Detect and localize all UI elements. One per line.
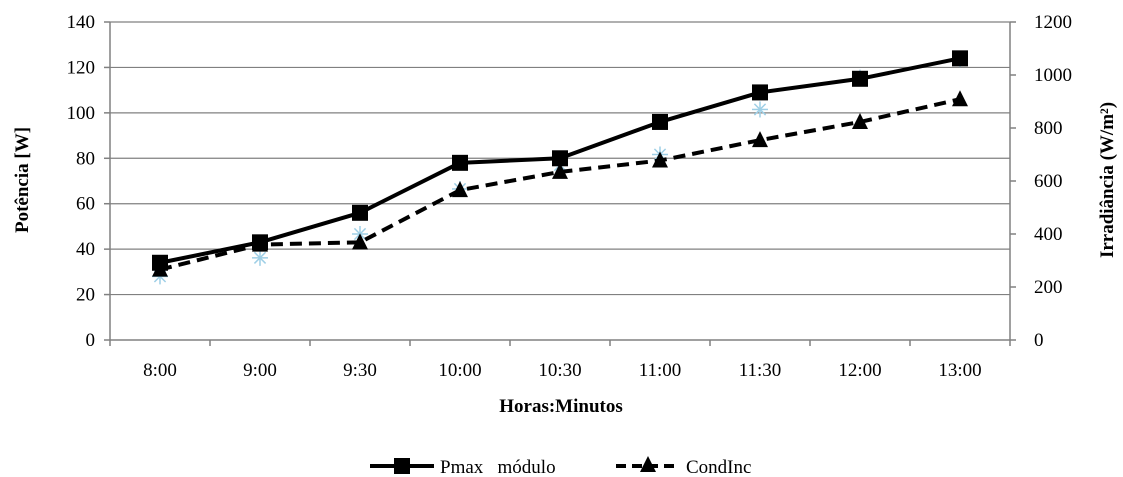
series-line (159, 97, 961, 272)
legend-item-condinc: CondInc (616, 456, 751, 477)
y2-tick-label: 1200 (1034, 12, 1072, 33)
asterisk-stroke (253, 251, 267, 264)
data-point-triangle (552, 162, 568, 179)
x-tick-label: 10:30 (538, 360, 581, 381)
series-1 (152, 90, 968, 277)
legend-swatch-marker-condinc (640, 456, 656, 472)
data-point-square (452, 154, 468, 171)
data-point-asterisk (252, 249, 268, 266)
x-tick-label: 11:00 (639, 360, 682, 381)
data-point-triangle (752, 131, 768, 148)
y-tick-label: 0 (86, 330, 96, 351)
data-point-asterisk (752, 101, 768, 118)
y2-tick-label: 800 (1034, 118, 1063, 139)
x-tick-label: 12:00 (838, 360, 881, 381)
y2-tick-label: 200 (1034, 277, 1063, 298)
data-point-triangle (652, 151, 668, 168)
data-point-square (252, 234, 268, 251)
x-tick-label: 8:00 (143, 360, 177, 381)
x-axis-title: Horas:Minutos (499, 396, 623, 417)
legend-item-pmax: Pmax módulo (370, 457, 556, 477)
y2-tick-label: 600 (1034, 171, 1063, 192)
legend: Pmax módulo CondInc (370, 456, 751, 477)
asterisk-stroke (753, 103, 767, 116)
legend-label-condinc: CondInc (686, 457, 751, 477)
x-tick-label: 13:00 (938, 360, 981, 381)
x-tick-label: 11:30 (739, 360, 782, 381)
x-tick-label: 10:00 (438, 360, 481, 381)
data-point-square (852, 70, 868, 87)
data-point-square (552, 150, 568, 167)
y2-tick-label: 0 (1034, 330, 1044, 351)
y-tick-labels: 0 20 40 60 80 100 120 140 (67, 12, 96, 351)
data-point-square (352, 204, 368, 221)
data-point-square (952, 50, 968, 67)
data-point-triangle (452, 181, 468, 198)
y-tick-label: 100 (67, 103, 96, 124)
series-group (152, 50, 968, 285)
data-point-triangle (352, 233, 368, 250)
y-tick-label: 80 (76, 148, 95, 169)
y2-tick-label: 400 (1034, 224, 1063, 245)
data-point-square (152, 254, 168, 271)
data-point-square (752, 84, 768, 101)
y2-tick-label: 1000 (1034, 65, 1072, 86)
legend-swatch-marker-pmax (394, 458, 410, 474)
y-tick-label: 40 (76, 239, 95, 260)
data-point-triangle (852, 112, 868, 129)
y2-tick-labels: 0 200 400 600 800 1000 1200 (1034, 12, 1072, 351)
data-point-square (652, 113, 668, 130)
y-tick-label: 120 (67, 57, 96, 78)
y-axis-title: Potência [W] (12, 127, 33, 233)
y-tick-label: 20 (76, 285, 95, 306)
x-tick-label: 9:30 (343, 360, 377, 381)
y2-axis-title: Irradiância (W/m²) (1097, 102, 1118, 258)
data-point-triangle (952, 90, 968, 107)
legend-label-pmax: Pmax módulo (440, 457, 556, 477)
x-tick-labels: 8:00 9:00 9:30 10:00 10:30 11:00 11:30 12:00 13:… (143, 360, 982, 381)
y-tick-label: 140 (67, 12, 96, 33)
y-tick-label: 60 (76, 194, 95, 215)
axes (104, 21, 1016, 346)
series-0 (152, 50, 968, 271)
x-tick-label: 9:00 (243, 360, 277, 381)
